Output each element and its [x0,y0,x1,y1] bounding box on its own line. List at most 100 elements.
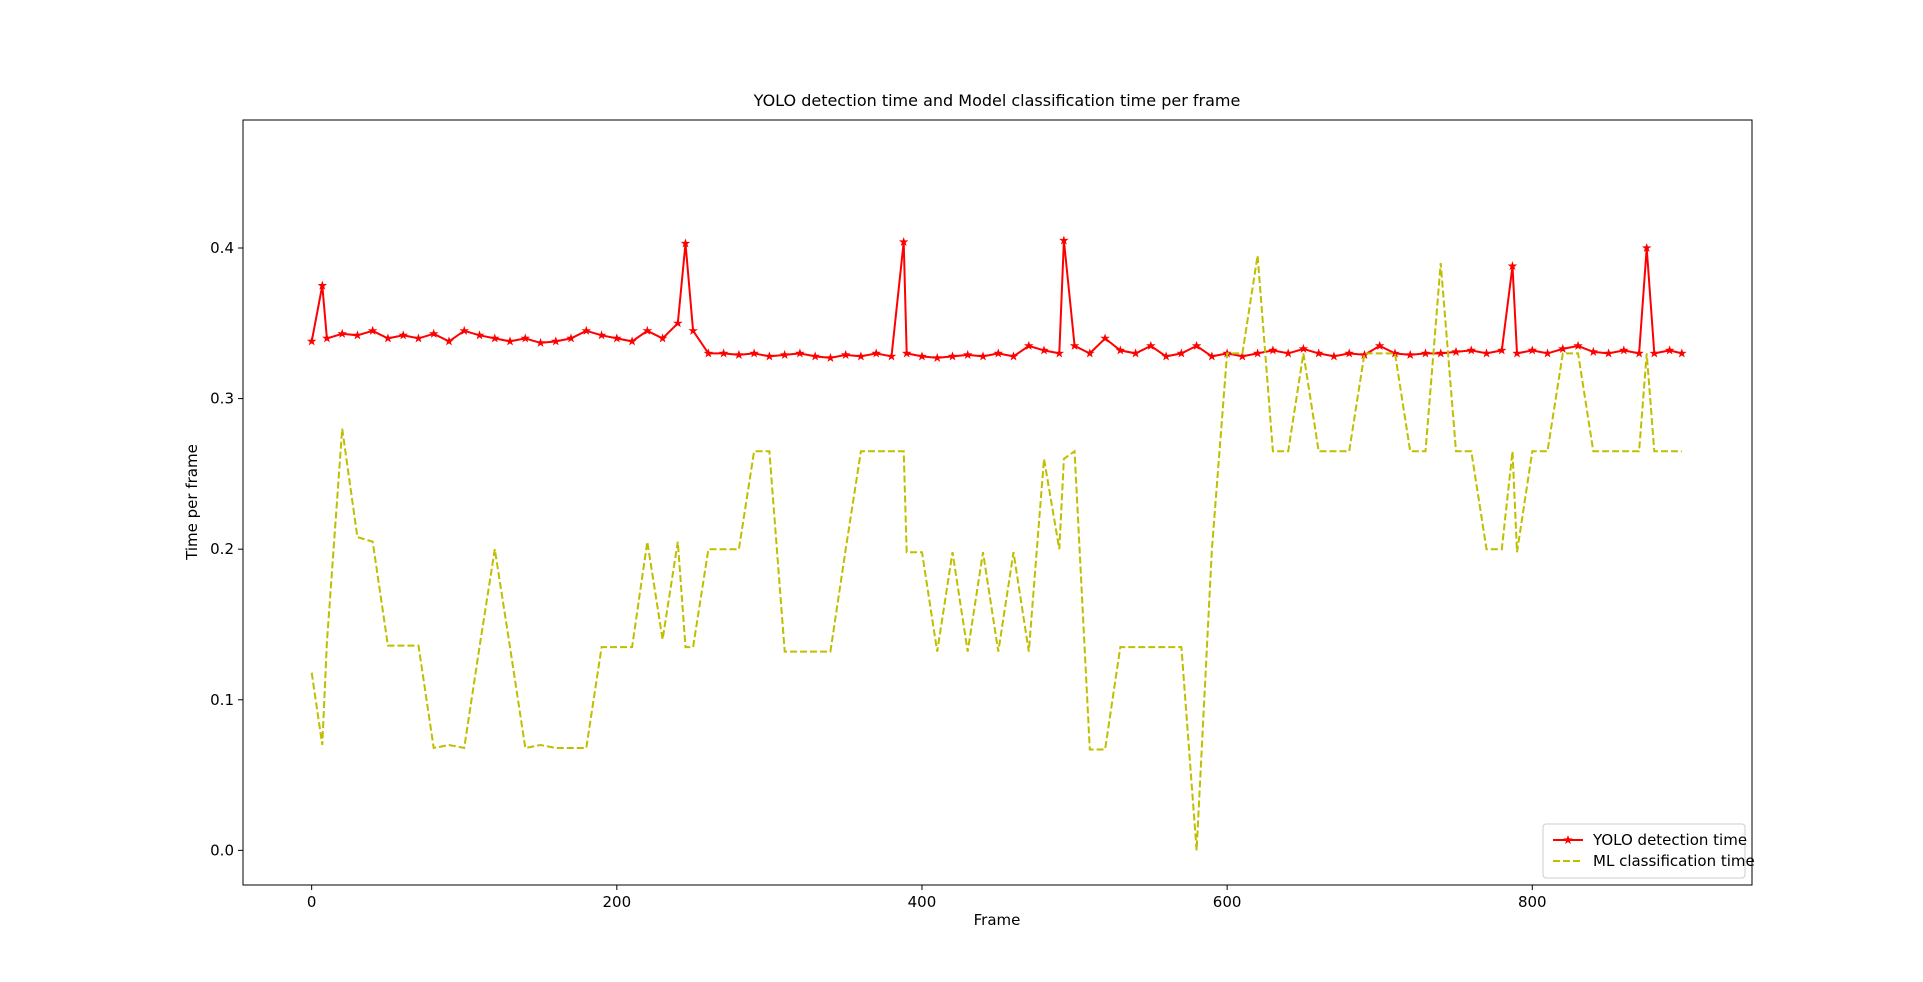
marker [993,348,1003,358]
marker [490,333,500,343]
legend-label: ML classification time [1593,852,1755,870]
marker [1268,345,1278,355]
legend-label: YOLO detection time [1592,831,1747,849]
marker [317,280,328,290]
marker [932,352,942,362]
plot-frame [242,119,1753,886]
marker [734,349,744,359]
marker [1420,348,1431,358]
x-axis-label: Frame [974,911,1021,929]
marker [1054,348,1064,358]
marker [551,336,561,346]
marker [1603,348,1614,358]
marker [978,351,988,361]
marker [627,336,637,346]
marker [1085,348,1095,358]
marker [795,348,805,358]
marker [871,348,881,358]
marker [444,336,454,346]
marker [688,325,698,335]
marker [673,318,683,328]
marker [1507,261,1518,271]
marker [1664,345,1675,355]
marker [1191,340,1202,350]
marker [581,325,592,335]
marker [1176,348,1187,358]
y-tick-label: 0.0 [210,841,234,859]
legend-box [1542,823,1746,879]
marker [1677,348,1687,358]
marker [1252,348,1263,358]
marker [1100,333,1110,343]
marker [596,330,607,340]
x-tick-label: 0 [307,893,317,911]
marker [306,336,317,346]
marker [825,352,836,362]
marker [1283,348,1293,358]
marker [680,238,691,248]
marker [520,333,530,343]
marker [1497,345,1507,355]
y-tick-label: 0.2 [210,540,234,558]
marker [1527,345,1537,355]
marker [779,349,790,359]
marker [337,328,347,338]
marker [1039,345,1049,355]
marker [749,348,759,358]
marker [1390,348,1400,358]
marker [1573,340,1583,350]
marker [1359,349,1370,359]
marker [898,237,909,246]
marker [1115,345,1126,355]
marker [1161,351,1171,361]
marker [1069,340,1080,350]
marker [1059,235,1069,245]
y-tick-label: 0.1 [210,691,234,709]
marker [383,333,393,343]
marker [1642,243,1652,252]
marker [1207,351,1217,361]
marker [1298,343,1309,353]
marker [1451,346,1461,356]
marker [810,351,820,361]
marker [535,337,546,347]
marker [1313,348,1324,358]
marker [840,349,851,359]
marker [1329,351,1339,361]
marker [1512,348,1522,358]
marker [1405,349,1415,359]
x-tick-label: 400 [908,893,937,911]
series-line [310,240,1683,359]
marker [917,351,927,361]
marker [1344,348,1354,358]
marker [505,336,515,346]
marker [1146,340,1156,350]
marker [1558,343,1568,353]
marker [566,333,576,343]
marker [322,333,332,343]
series-line [310,255,1682,851]
marker [886,351,897,361]
marker [1024,340,1034,350]
legend-marker [1563,835,1573,844]
marker [1375,340,1385,350]
x-tick-label: 600 [1213,893,1242,911]
marker [1588,346,1599,356]
marker [1466,345,1476,355]
marker [413,333,424,343]
marker [642,325,653,335]
marker [474,330,485,340]
marker [963,349,973,359]
marker [352,330,363,340]
marker [703,348,714,358]
marker [1649,348,1660,358]
marker [398,330,408,340]
marker [1634,348,1644,358]
marker [367,325,378,335]
marker [1008,351,1019,361]
marker [612,333,622,343]
marker [718,348,729,358]
marker [1542,348,1553,358]
x-tick-label: 200 [602,893,631,911]
